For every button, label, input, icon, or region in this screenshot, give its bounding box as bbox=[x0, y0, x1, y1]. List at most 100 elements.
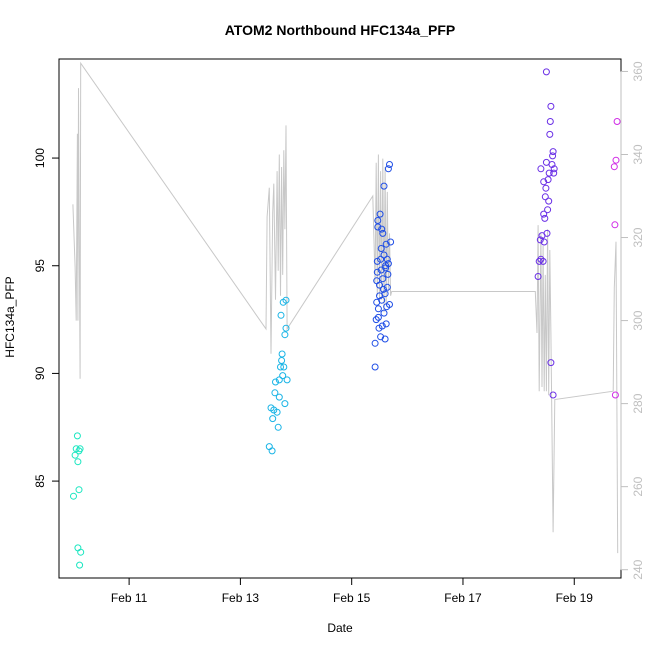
data-point bbox=[76, 445, 84, 453]
y2-tick-label: 340 bbox=[631, 144, 645, 164]
data-point bbox=[384, 260, 392, 268]
data-point bbox=[545, 169, 553, 177]
data-point bbox=[374, 217, 382, 224]
data-point bbox=[372, 316, 380, 324]
data-point bbox=[549, 391, 557, 399]
y-tick-label: 100 bbox=[33, 148, 47, 168]
x-axis-label: Date bbox=[327, 621, 353, 635]
line-layer bbox=[72, 61, 619, 554]
data-point bbox=[379, 285, 387, 293]
y2-tick-label: 280 bbox=[631, 393, 645, 413]
data-point bbox=[537, 255, 545, 263]
x-tick-label: Feb 17 bbox=[444, 591, 482, 605]
data-point bbox=[378, 225, 386, 233]
data-point bbox=[377, 266, 385, 274]
data-point bbox=[380, 182, 388, 190]
data-point bbox=[611, 221, 619, 229]
data-point bbox=[269, 415, 277, 423]
data-point bbox=[279, 372, 287, 380]
data-point bbox=[545, 197, 553, 205]
data-point bbox=[281, 331, 289, 339]
data-point bbox=[373, 268, 381, 276]
data-point bbox=[549, 148, 557, 156]
data-point bbox=[377, 245, 385, 252]
data-point bbox=[371, 339, 379, 347]
data-point bbox=[283, 376, 291, 384]
data-point bbox=[613, 118, 621, 125]
data-point bbox=[275, 376, 283, 384]
data-point bbox=[610, 163, 618, 171]
data-point bbox=[537, 165, 545, 173]
data-point bbox=[381, 290, 389, 298]
data-point bbox=[271, 389, 279, 397]
data-point bbox=[277, 363, 284, 371]
y-tick-label: 95 bbox=[33, 259, 47, 273]
data-point bbox=[280, 363, 288, 371]
data-point bbox=[548, 161, 556, 168]
data-point bbox=[540, 178, 548, 186]
y2-tick-label: 320 bbox=[631, 227, 645, 247]
data-point bbox=[383, 283, 391, 291]
y-tick-label: 90 bbox=[33, 366, 47, 380]
data-point bbox=[278, 357, 286, 364]
data-point bbox=[268, 447, 276, 455]
data-point bbox=[371, 363, 379, 371]
data-point bbox=[612, 156, 620, 164]
data-point bbox=[611, 391, 619, 399]
data-point bbox=[549, 152, 557, 160]
data-point bbox=[281, 400, 289, 408]
data-point bbox=[534, 273, 542, 280]
data-point bbox=[272, 378, 279, 386]
data-point bbox=[282, 324, 290, 332]
data-point bbox=[374, 313, 382, 321]
y-axis: 85 90 95 100 bbox=[33, 148, 60, 488]
data-point bbox=[383, 255, 391, 263]
data-point bbox=[544, 206, 552, 214]
chart-title: ATOM2 Northbound HFC134a_PFP bbox=[225, 22, 456, 38]
data-point bbox=[544, 176, 552, 184]
data-point bbox=[550, 169, 558, 177]
data-point bbox=[382, 240, 390, 248]
data-point bbox=[76, 561, 84, 569]
data-point bbox=[377, 255, 385, 263]
data-point bbox=[547, 102, 555, 110]
x-axis: Feb 11 Feb 13 Feb 15 Feb 17 Feb 19 bbox=[111, 577, 593, 605]
data-point bbox=[384, 270, 392, 278]
data-point bbox=[77, 548, 85, 556]
data-point bbox=[378, 296, 386, 304]
data-point bbox=[542, 68, 550, 76]
data-point bbox=[74, 458, 82, 466]
data-point bbox=[535, 257, 543, 265]
data-point bbox=[273, 408, 281, 416]
data-point bbox=[374, 305, 382, 313]
data-point bbox=[74, 544, 82, 552]
data-point bbox=[542, 184, 550, 192]
y2-axis: 240 260 280 300 320 340 360 bbox=[620, 61, 645, 580]
data-point bbox=[373, 277, 381, 285]
data-point bbox=[73, 432, 81, 440]
data-point bbox=[540, 210, 548, 218]
y2-tick-label: 360 bbox=[631, 61, 645, 81]
data-point bbox=[541, 214, 549, 222]
data-point bbox=[75, 486, 83, 494]
data-point bbox=[382, 320, 390, 328]
y2-tick-label: 240 bbox=[631, 559, 645, 579]
x-tick-label: Feb 11 bbox=[111, 591, 148, 605]
data-point bbox=[550, 165, 558, 173]
y2-tick-label: 260 bbox=[631, 476, 645, 496]
data-point bbox=[274, 423, 282, 431]
y2-tick-label: 300 bbox=[631, 310, 645, 330]
y-axis-label: HFC134a_PFP bbox=[3, 276, 17, 357]
data-point bbox=[265, 443, 273, 451]
data-point bbox=[386, 301, 393, 308]
data-point bbox=[376, 210, 384, 218]
data-point bbox=[546, 130, 554, 138]
data-point bbox=[384, 165, 392, 173]
data-point bbox=[277, 311, 285, 319]
data-point bbox=[379, 229, 387, 237]
data-point bbox=[543, 229, 551, 237]
series-line bbox=[72, 61, 619, 554]
data-point bbox=[71, 451, 79, 459]
points-layer bbox=[70, 68, 621, 569]
data-point bbox=[375, 324, 383, 332]
